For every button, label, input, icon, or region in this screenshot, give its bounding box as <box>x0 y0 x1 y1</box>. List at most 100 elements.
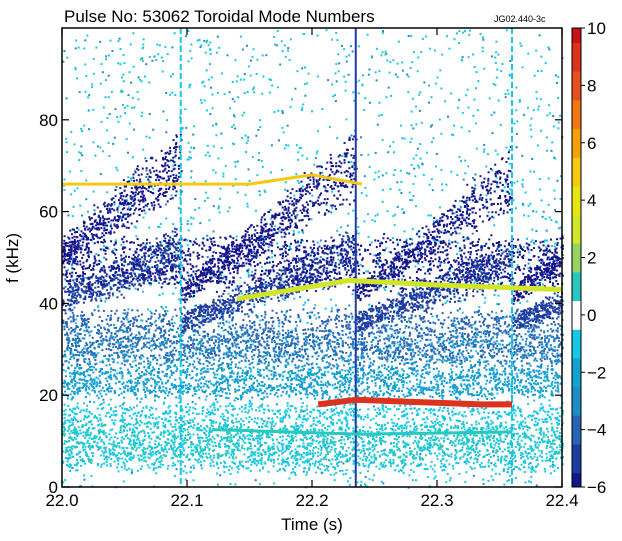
spectrum-dot <box>497 458 500 461</box>
spectrum-dot <box>127 453 130 456</box>
spectrum-dot <box>436 457 439 460</box>
spectrum-dot <box>242 420 245 422</box>
spectrum-dot <box>184 465 187 468</box>
spectrum-dot <box>189 436 192 439</box>
spectrum-dot <box>540 129 543 132</box>
spectrum-dot <box>471 53 474 56</box>
spectrum-dot <box>107 456 110 459</box>
spectrum-dot <box>522 326 525 329</box>
spectrum-dot <box>402 458 405 461</box>
spectrum-dot <box>452 133 455 136</box>
spectrum-dot <box>280 40 283 43</box>
spectrum-dot <box>271 84 274 87</box>
spectrum-dot <box>344 80 347 83</box>
spectrum-dot <box>330 211 333 214</box>
spectrum-dot <box>169 415 172 418</box>
spectrum-dot <box>79 411 82 414</box>
spectrum-dot <box>330 442 333 445</box>
spectrum-dot <box>511 458 514 461</box>
spectrum-dot <box>367 442 370 445</box>
spectrum-dot <box>331 410 334 413</box>
spectrum-dot <box>145 405 148 408</box>
spectrum-dot <box>498 410 501 413</box>
spectrum-dot <box>401 427 404 430</box>
spectrum-dot <box>68 428 71 431</box>
spectrum-dot <box>247 268 250 271</box>
spectrum-dot <box>192 464 195 467</box>
spectrum-dot <box>519 421 522 424</box>
spectrum-dot <box>397 447 400 450</box>
spectrum-dot <box>420 438 423 441</box>
spectrum-dot <box>212 420 215 423</box>
spectrum-dot <box>211 425 214 428</box>
spectrum-dot <box>62 426 65 428</box>
spectrum-dot <box>297 415 300 418</box>
spectrum-dot <box>136 437 139 440</box>
spectrum-dot <box>473 66 476 68</box>
spectrum-dot <box>124 412 127 415</box>
spectrum-dot <box>305 473 308 476</box>
spectrum-dot <box>97 377 100 380</box>
spectrum-dot <box>451 414 454 417</box>
spectrum-dot <box>266 433 268 436</box>
spectrum-dot <box>507 92 510 95</box>
spectrum-dot <box>516 432 519 435</box>
spectrum-dot <box>462 415 465 418</box>
spectrum-dot <box>194 198 197 200</box>
spectrum-dot <box>104 300 107 303</box>
spectrum-dot <box>293 232 295 235</box>
spectrum-dot <box>174 423 177 426</box>
spectrum-dot <box>337 419 340 422</box>
spectrum-dot <box>109 416 112 419</box>
spectrum-dot <box>499 348 502 350</box>
spectrum-dot <box>319 459 322 462</box>
spectrum-dot <box>428 183 431 186</box>
spectrum-dot <box>116 372 119 375</box>
spectrum-dot <box>267 433 270 436</box>
spectrum-dot <box>99 40 102 43</box>
spectrum-dot <box>547 440 550 443</box>
spectrum-dot <box>280 443 283 446</box>
spectrum-dot <box>353 234 356 237</box>
spectrum-dot <box>521 154 524 157</box>
spectrum-dot <box>510 466 513 469</box>
spectrum-dot <box>326 409 329 411</box>
spectrum-dot <box>547 441 549 444</box>
spectrum-dot <box>215 472 218 475</box>
spectrum-dot <box>394 305 397 308</box>
spectrum-dot <box>209 429 212 431</box>
spectrum-dot <box>102 406 105 409</box>
spectrum-dot <box>200 464 203 467</box>
spectrum-dot <box>259 452 262 455</box>
spectrum-dot <box>253 91 256 94</box>
spectrum-dot <box>493 444 496 447</box>
spectrum-dot <box>411 327 414 330</box>
spectrum-dot <box>222 172 225 175</box>
spectrum-dot <box>336 458 339 461</box>
spectrum-dot <box>327 453 329 456</box>
spectrum-dot <box>126 408 128 411</box>
spectrum-dot <box>208 219 211 222</box>
spectrum-dot <box>70 131 73 134</box>
spectrum-dot <box>317 130 319 133</box>
spectrum-dot <box>364 186 367 189</box>
spectrum-dot <box>522 435 525 438</box>
spectrum-dot <box>234 178 237 181</box>
spectrum-dot <box>453 413 456 416</box>
spectrum-dot <box>72 429 75 432</box>
spectrum-dot <box>430 437 433 440</box>
spectrum-dot <box>396 427 399 430</box>
spectrum-dot <box>280 463 283 466</box>
spectrum-dot <box>474 451 477 453</box>
spectrum-dot <box>128 458 131 461</box>
spectrum-dot <box>463 435 466 438</box>
spectrum-dot <box>338 419 341 422</box>
spectrum-dot <box>514 465 517 468</box>
spectrum-dot <box>416 147 419 150</box>
spectrum-dot <box>520 463 523 466</box>
spectrum-dot <box>527 215 530 218</box>
spectrum-dot <box>457 42 460 44</box>
spectrum-dot <box>338 450 341 453</box>
spectrum-dot <box>122 53 125 56</box>
spectrum-dot <box>269 421 272 424</box>
